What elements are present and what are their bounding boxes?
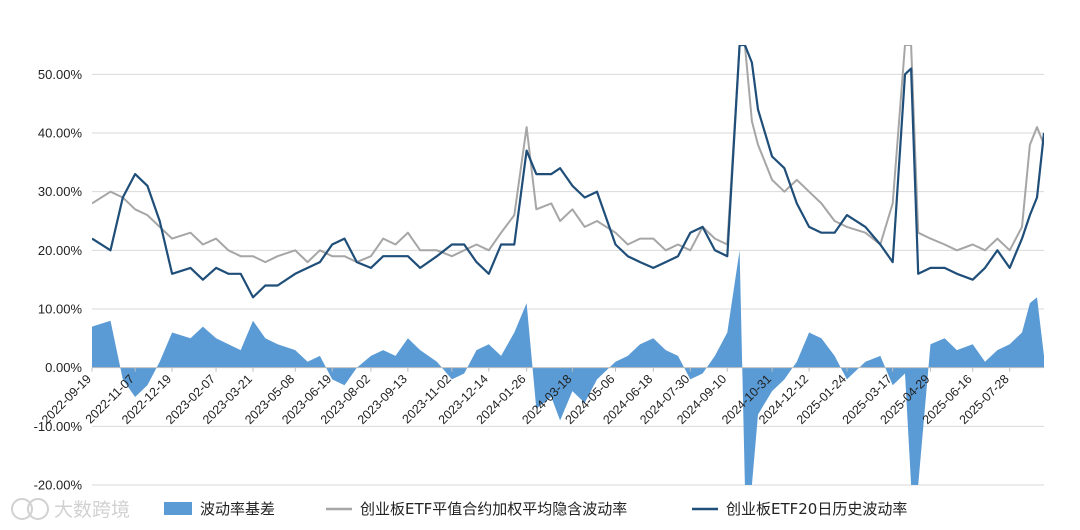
legend-item-hv: 创业板ETF20日历史波动率	[692, 500, 907, 518]
y-tick-label: 20.00%	[38, 243, 83, 258]
y-tick-label: -20.00%	[34, 478, 83, 493]
legend-label-hv: 创业板ETF20日历史波动率	[726, 500, 907, 518]
y-tick-label: 40.00%	[38, 126, 83, 141]
watermark-text: 大数跨境	[54, 499, 130, 521]
iv-line	[92, 45, 1044, 264]
y-tick-label: 50.00%	[38, 67, 83, 82]
dashuju-logo-icon	[11, 498, 49, 520]
watermark: 大数跨境	[11, 498, 130, 521]
legend-item-basis: 波动率基差	[164, 500, 275, 518]
hv-line	[92, 45, 1044, 299]
volatility-line-series	[92, 45, 1044, 299]
legend: 波动率基差 创业板ETF平值合约加权平均隐含波动率 创业板ETF20日历史波动率	[164, 500, 907, 518]
gridlines	[92, 73, 1044, 486]
y-tick-label: 30.00%	[38, 184, 83, 199]
legend-swatch-basis	[164, 502, 192, 515]
legend-label-iv: 创业板ETF平值合约加权平均隐含波动率	[360, 500, 627, 518]
legend-item-iv: 创业板ETF平值合约加权平均隐含波动率	[326, 500, 627, 518]
y-tick-label: -10.00%	[34, 419, 83, 434]
y-axis: -20.00% -10.00% 0.00% 10.00% 20.00% 30.00% 40.…	[34, 67, 83, 493]
y-tick-label: 10.00%	[38, 302, 83, 317]
y-tick-label: 0.00%	[45, 360, 82, 375]
legend-label-basis: 波动率基差	[200, 500, 275, 518]
